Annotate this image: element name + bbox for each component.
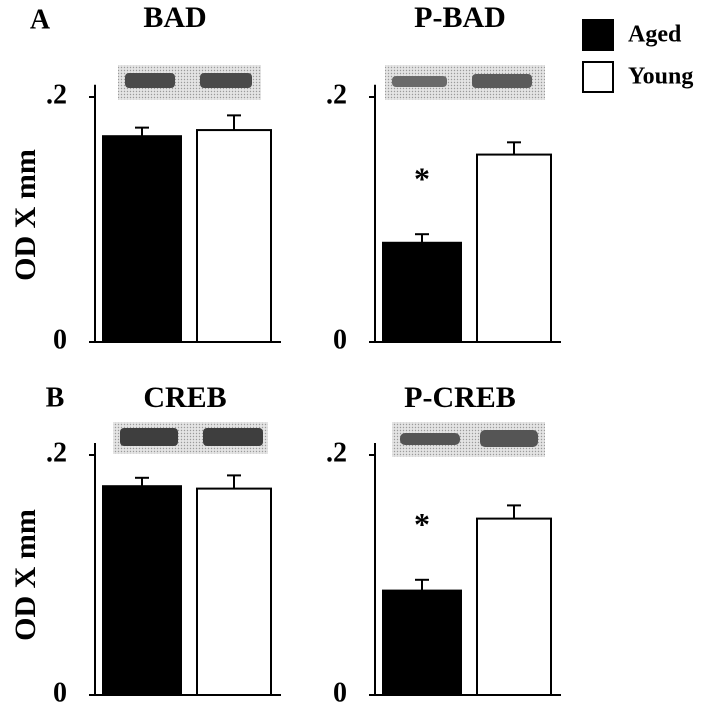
y-tick-label: .2 [46, 79, 67, 110]
blot-band [480, 430, 538, 447]
bar [196, 129, 272, 343]
significance-marker: * [414, 506, 430, 542]
legend-swatch [582, 19, 614, 51]
bar [476, 517, 552, 696]
bar [102, 485, 182, 697]
significance-marker: * [414, 161, 430, 197]
blot-band [125, 73, 175, 88]
chart-title: P-BAD [414, 1, 506, 34]
panel-label: A [30, 4, 51, 35]
y-axis-label: OD X mm [9, 149, 42, 281]
y-tick-label: 0 [53, 324, 67, 355]
y-tick-label: .2 [326, 437, 347, 468]
bar [102, 135, 182, 343]
blot-band [400, 433, 460, 445]
western-blots [113, 65, 545, 457]
bar [196, 487, 272, 696]
bar [476, 153, 552, 343]
blot-band [203, 428, 263, 446]
y-tick-label: 0 [53, 677, 67, 708]
blot-band [200, 73, 252, 88]
chart-title: BAD [143, 1, 206, 34]
y-tick-label: 0 [333, 677, 347, 708]
y-axis-label: OD X mm [9, 509, 42, 641]
y-tick-label: 0 [333, 324, 347, 355]
legend-label: Aged [628, 22, 682, 48]
blot-band [392, 76, 447, 87]
bar [382, 241, 462, 343]
y-tick-label: .2 [46, 437, 67, 468]
blot-band [472, 74, 532, 88]
chart-title: P-CREB [404, 381, 516, 414]
panel-label: B [46, 382, 65, 413]
y-tick-label: .2 [326, 79, 347, 110]
bar [382, 589, 462, 696]
blot-band [120, 428, 178, 446]
chart-title: CREB [143, 381, 226, 414]
legend-label: Young [628, 64, 693, 90]
legend-swatch [582, 61, 614, 93]
